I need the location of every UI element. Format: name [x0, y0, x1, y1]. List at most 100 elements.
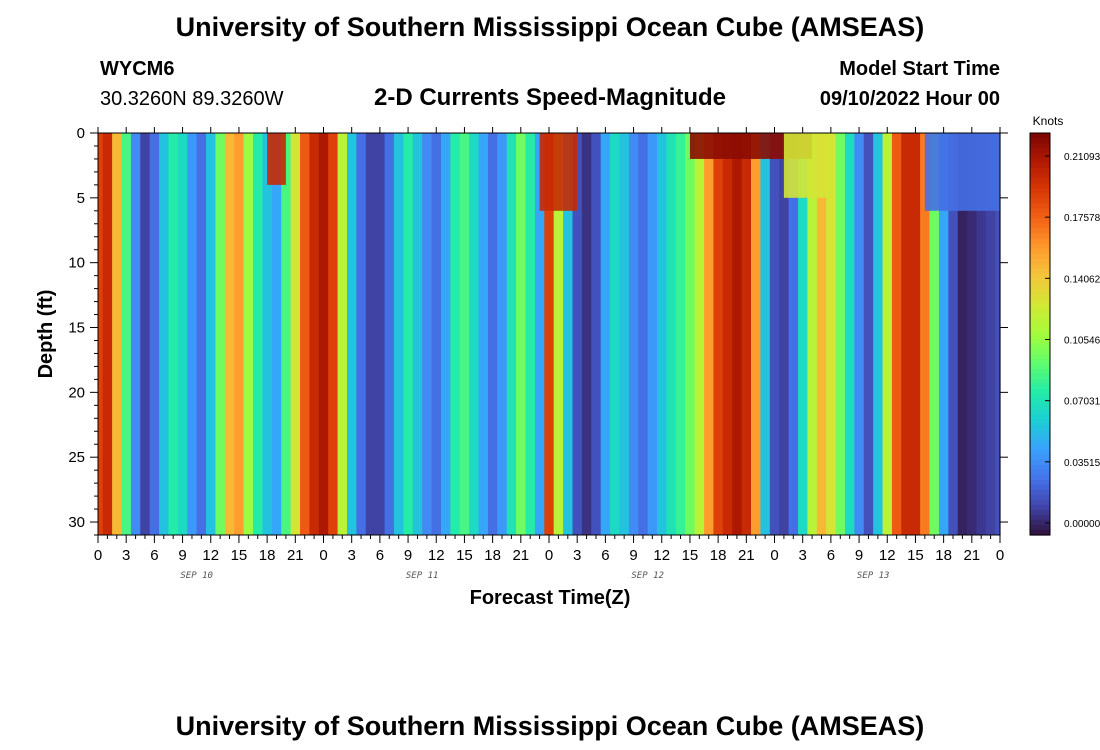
heatmap-cell	[666, 133, 677, 535]
heatmap-cell	[910, 133, 921, 535]
colorbar-segment	[1030, 163, 1050, 169]
colorbar-segment	[1030, 203, 1050, 209]
x-tick-label: 6	[150, 547, 158, 564]
chart-title: 2-D Currents Speed-Magnitude	[374, 84, 726, 111]
page-title: University of Southern Mississippi Ocean…	[176, 12, 925, 42]
heatmap-cell	[760, 133, 771, 535]
heatmap-cell	[901, 133, 912, 535]
heatmap-cell	[957, 133, 968, 535]
heatmap-cell	[769, 133, 780, 535]
colorbar-segment	[1030, 484, 1050, 491]
x-tick-label: 9	[178, 547, 186, 564]
heatmap-cell	[873, 133, 884, 535]
heatmap-cell	[206, 133, 217, 535]
colorbar-segment	[1030, 168, 1050, 174]
x-tick-label: 9	[629, 547, 637, 564]
colorbar-segment	[1030, 293, 1050, 300]
colorbar-segment	[1030, 334, 1050, 340]
x-tick-label: 0	[94, 547, 102, 564]
heatmap-feature	[539, 133, 578, 211]
x-tick-label: 0	[545, 547, 553, 564]
heatmap-cell	[891, 133, 902, 535]
colorbar-segment	[1030, 529, 1050, 536]
colorbar-segment	[1030, 178, 1050, 184]
heatmap-cell	[318, 133, 329, 535]
heatmap-cell	[544, 133, 555, 535]
colorbar-segment	[1030, 434, 1050, 441]
heatmap-cell	[835, 133, 846, 535]
heatmap-cell	[563, 133, 574, 535]
heatmap-cell	[516, 133, 527, 535]
heatmap-cell	[581, 133, 592, 535]
heatmap-cell	[797, 133, 808, 535]
heatmap-feature	[783, 133, 831, 198]
heatmap-area	[98, 133, 1001, 535]
heatmap-cell	[440, 133, 451, 535]
heatmap-cell	[487, 133, 498, 535]
colorbar-segment	[1030, 439, 1050, 446]
colorbar-segment	[1030, 313, 1050, 320]
colorbar-segment	[1030, 268, 1050, 275]
colorbar-segment	[1030, 208, 1050, 214]
colorbar-segment	[1030, 429, 1050, 436]
heatmap-cell	[675, 133, 686, 535]
heatmap-cell	[478, 133, 489, 535]
y-tick-label: 20	[68, 384, 85, 401]
colorbar-tick-label: 0.07031	[1064, 397, 1100, 408]
x-tick-label: 3	[799, 547, 807, 564]
x-tick-label: 3	[348, 547, 356, 564]
heatmap-cell	[403, 133, 414, 535]
x-tick-label: 0	[996, 547, 1004, 564]
colorbar-segment	[1030, 148, 1050, 154]
heatmap-cell	[346, 133, 357, 535]
heatmap-cell	[130, 133, 141, 535]
heatmap-cell	[337, 133, 348, 535]
colorbar-segment	[1030, 514, 1050, 521]
x-tick-label: 6	[601, 547, 609, 564]
x-tick-label: 18	[484, 547, 501, 564]
colorbar-segment	[1030, 509, 1050, 516]
heatmap-cell	[807, 133, 818, 535]
heatmap-cell	[920, 133, 931, 535]
colorbar-segment	[1030, 489, 1050, 496]
heatmap-feature	[924, 133, 1000, 211]
station-coords: 30.3260N 89.3260W	[100, 88, 284, 110]
heatmap-cell	[196, 133, 207, 535]
y-tick-label: 10	[68, 255, 85, 272]
heatmap-cell	[290, 133, 301, 535]
colorbar-segment	[1030, 228, 1050, 235]
heatmap-cell	[610, 133, 621, 535]
colorbar-segment	[1030, 153, 1050, 159]
y-axis: 0 5 10 15 20 25 30	[68, 125, 1008, 536]
colorbar-segment	[1030, 479, 1050, 486]
x-tick-label: 15	[456, 547, 473, 564]
colorbar-segment	[1030, 298, 1050, 305]
colorbar-segment	[1030, 409, 1050, 415]
colorbar: 0.21093 0.17578 0.14062 0.10546 0.07031 0.035…	[1029, 132, 1100, 536]
heatmap-cell	[826, 133, 837, 535]
heatmap-cell	[281, 133, 292, 535]
heatmap-cell	[177, 133, 188, 535]
heatmap-cell	[365, 133, 376, 535]
heatmap-cell	[967, 133, 978, 535]
heatmap-cell	[525, 133, 536, 535]
heatmap-cell	[121, 133, 132, 535]
heatmap-cell	[243, 133, 254, 535]
colorbar-segment	[1030, 499, 1050, 506]
y-tick-label: 25	[68, 449, 85, 466]
heatmap-cell	[469, 133, 480, 535]
heatmap-cell	[112, 133, 123, 535]
y-tick-label: 0	[77, 125, 85, 142]
colorbar-segment	[1030, 288, 1050, 295]
colorbar-frame	[1029, 132, 1051, 536]
x-tick-label: 15	[907, 547, 924, 564]
colorbar-tick-label: 0.03515	[1064, 458, 1100, 469]
heatmap-cell	[722, 133, 733, 535]
heatmap-cell	[309, 133, 320, 535]
heatmap-cell	[647, 133, 658, 535]
colorbar-segment	[1030, 213, 1050, 220]
heatmap-cell	[694, 133, 705, 535]
heatmap-cell	[356, 133, 367, 535]
heatmap-cell	[215, 133, 226, 535]
x-tick-label: 15	[231, 547, 248, 564]
